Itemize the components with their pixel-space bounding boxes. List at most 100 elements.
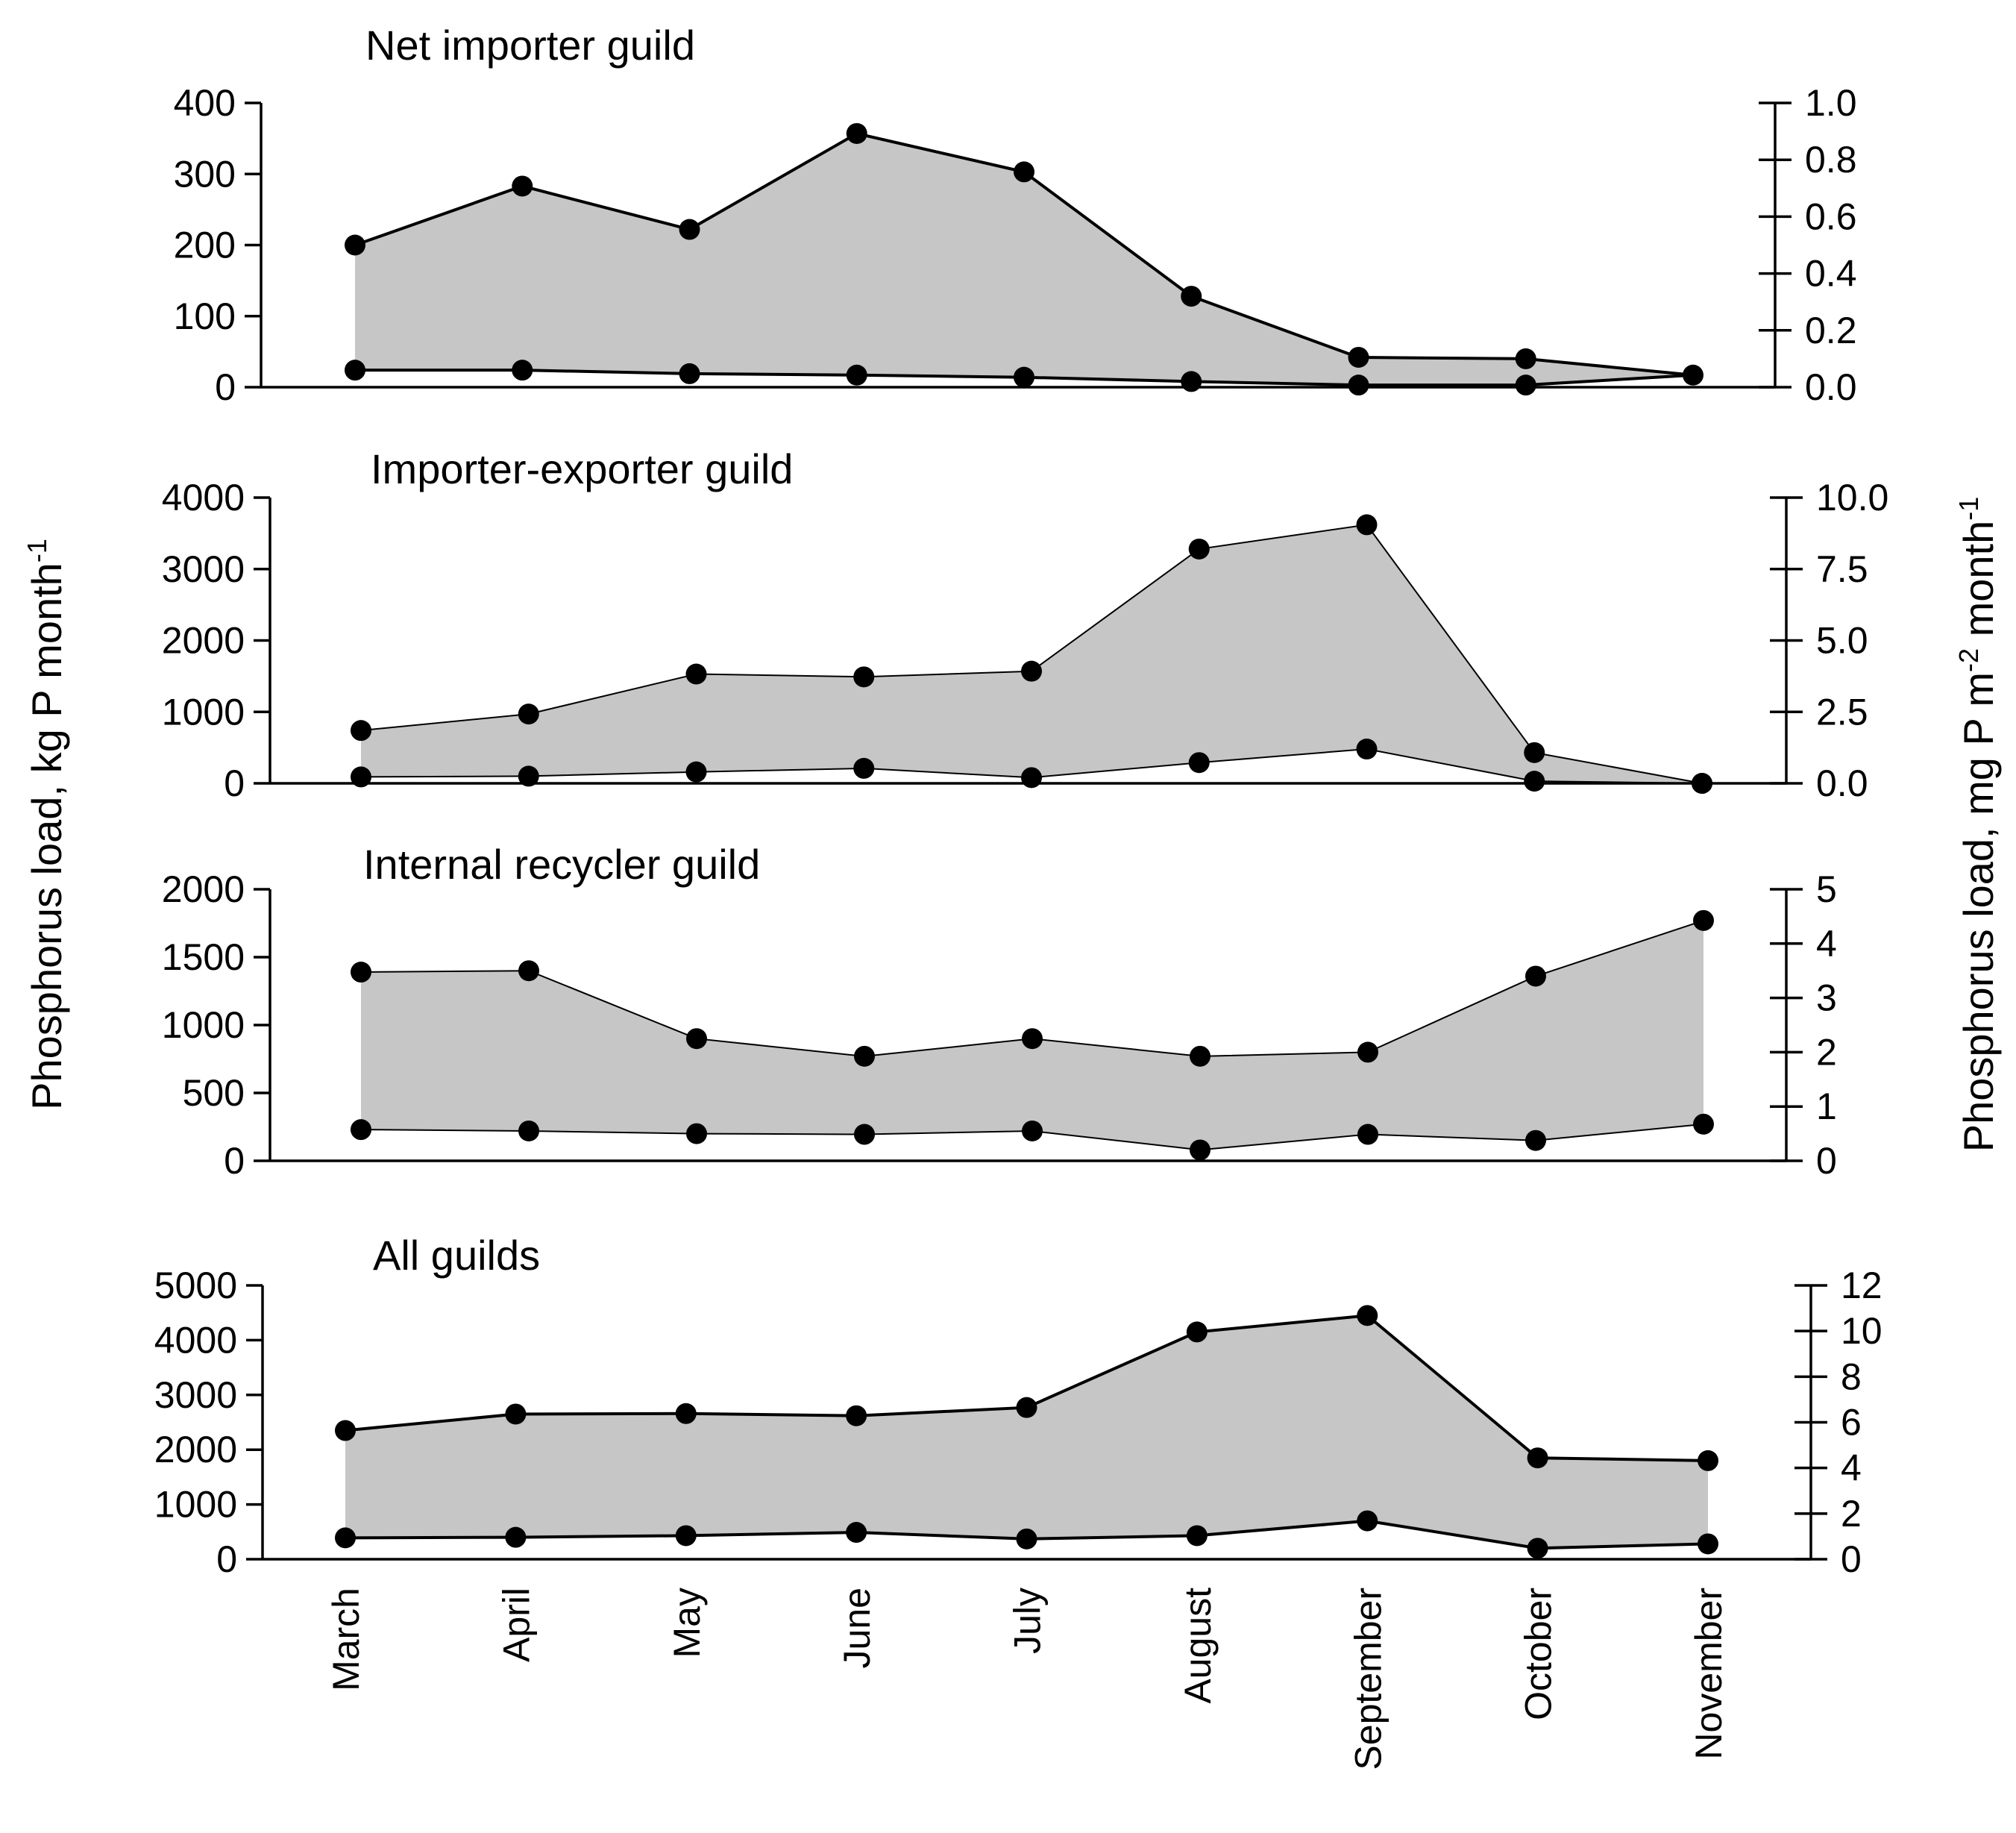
shaded-area (361, 524, 1702, 783)
panel-title: Internal recycler guild (363, 841, 760, 888)
upper-point-october (1515, 348, 1536, 369)
left-tick-label: 500 (183, 1072, 245, 1114)
lower-point-may (685, 761, 707, 783)
panel-title: Net importer guild (365, 22, 695, 69)
lower-point-june (846, 1522, 867, 1544)
right-tick-label: 0.0 (1805, 366, 1857, 408)
right-tick-label: 2 (1816, 1031, 1837, 1073)
right-tick-label: 8 (1841, 1356, 1862, 1397)
right-y-axis-title-sup2: -1 (1953, 497, 1984, 521)
right-tick-label: 7.5 (1816, 548, 1868, 590)
lower-point-november (1698, 1533, 1718, 1555)
lower-point-october (1515, 375, 1536, 396)
upper-point-may (675, 1403, 697, 1424)
left-tick-label: 1500 (162, 936, 245, 978)
right-tick-label: 0.2 (1805, 310, 1857, 351)
lower-point-october (1524, 771, 1545, 792)
panel-1: 0 100 200 300 400 0.0 0.2 0.4 0.6 0.8 1.0 Net impor… (174, 22, 1857, 408)
right-tick-label: 0.0 (1816, 762, 1868, 804)
upper-point-june (846, 1405, 867, 1426)
x-axis-tick-labels: March April May June July August September Octo… (325, 1588, 1730, 1770)
upper-point-september (1357, 1041, 1378, 1063)
upper-point-november (1693, 909, 1714, 931)
upper-point-august (1188, 538, 1210, 560)
right-tick-label: 0.6 (1805, 195, 1857, 237)
right-tick-label: 10.0 (1816, 477, 1888, 518)
lower-point-august (1181, 371, 1202, 392)
left-tick-label: 0 (224, 762, 245, 804)
upper-point-may (679, 219, 700, 240)
left-tick-label: 1000 (154, 1484, 237, 1526)
lower-point-october (1527, 1538, 1548, 1559)
right-tick-label: 6 (1841, 1402, 1862, 1444)
right-y-axis-title-sup1: -2 (1953, 648, 1984, 672)
upper-point-may (686, 1028, 707, 1050)
right-tick-label: 2 (1841, 1493, 1862, 1535)
lower-point-march (345, 360, 365, 381)
upper-point-april (505, 1403, 527, 1425)
left-tick-label: 0 (224, 1140, 245, 1182)
x-tick-label-july: July (1007, 1588, 1049, 1654)
left-tick-label: 3000 (162, 548, 245, 590)
left-tick-label: 4000 (162, 477, 245, 518)
right-tick-label: 0 (1816, 1140, 1837, 1182)
left-y-axis-title-main: Phosphorus load, kg P month (23, 563, 70, 1110)
right-tick-label: 0.4 (1805, 253, 1857, 295)
upper-point-july (1022, 1028, 1043, 1050)
lower-point-july (1021, 767, 1042, 789)
x-tick-label-september: September (1347, 1588, 1389, 1770)
left-tick-label: 0 (216, 1538, 237, 1580)
right-tick-label: 12 (1841, 1265, 1882, 1306)
left-tick-label: 100 (174, 295, 236, 337)
left-tick-label: 4000 (154, 1319, 237, 1361)
right-tick-label: 1 (1816, 1085, 1837, 1127)
left-tick-label: 300 (174, 153, 236, 195)
right-tick-label: 4 (1816, 923, 1837, 965)
upper-point-june (853, 666, 875, 688)
right-y-axis-title: Phosphorus load, mg P m-2 month-1 (1953, 497, 2003, 1153)
panel-2: 0 1000 2000 3000 4000 0.0 2.5 5.0 7.5 10.0 Importe… (162, 445, 1889, 804)
lower-point-july (1022, 1120, 1043, 1141)
right-tick-label: 3 (1816, 977, 1837, 1019)
left-y-axis-title-sup: -1 (22, 539, 52, 563)
right-tick-label: 5 (1816, 868, 1837, 910)
lower-point-may (675, 1525, 697, 1547)
left-tick-label: 2000 (162, 868, 245, 910)
left-y-axis-title: Phosphorus load, kg P month-1 (22, 539, 71, 1110)
upper-point-october (1524, 742, 1545, 763)
lower-point-july (1016, 1528, 1037, 1550)
lower-point-november (1683, 364, 1703, 386)
lower-point-march (335, 1527, 356, 1549)
right-y-axis-title-a: Phosphorus load, mg P m (1955, 672, 2002, 1152)
upper-point-july (1016, 1397, 1037, 1418)
left-tick-label: 1000 (162, 1004, 245, 1046)
upper-point-august (1186, 1321, 1208, 1343)
panel-title: Importer-exporter guild (371, 445, 793, 492)
lower-point-september (1356, 739, 1378, 760)
upper-point-may (685, 663, 707, 685)
left-tick-label: 5000 (154, 1265, 237, 1306)
upper-point-october (1527, 1447, 1548, 1469)
lower-point-august (1190, 1139, 1210, 1161)
upper-point-november (1698, 1450, 1718, 1471)
upper-point-september (1348, 346, 1369, 368)
lower-point-september (1348, 375, 1369, 396)
upper-point-march (351, 720, 371, 742)
left-tick-label: 200 (174, 225, 236, 266)
upper-point-july (1021, 660, 1042, 682)
panel-3: 0 500 1000 1500 2000 0 1 2 3 4 5 Internal recycler … (162, 841, 1837, 1182)
lower-point-june (853, 757, 875, 779)
left-tick-label: 400 (174, 82, 236, 124)
upper-point-october (1525, 965, 1546, 987)
right-tick-label: 5.0 (1816, 620, 1868, 662)
upper-point-september (1357, 1305, 1378, 1326)
lower-point-may (679, 363, 700, 384)
lower-point-august (1188, 752, 1210, 774)
lower-point-october (1525, 1129, 1546, 1151)
upper-point-april (512, 175, 533, 197)
panel-title: All guilds (373, 1232, 540, 1279)
shaded-area (355, 134, 1693, 386)
upper-point-march (351, 962, 371, 983)
